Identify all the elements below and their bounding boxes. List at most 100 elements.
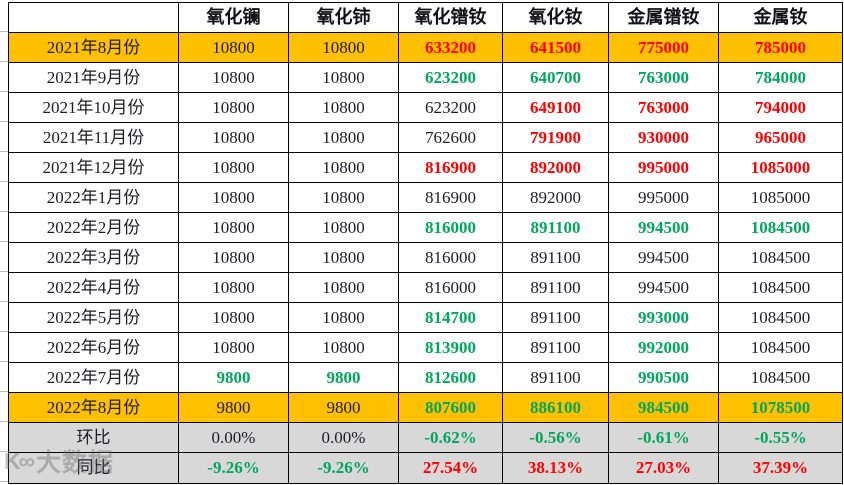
pct-cell: 0.00%	[179, 423, 289, 453]
price-cell: 814700	[399, 303, 503, 333]
price-cell: 10800	[179, 33, 289, 63]
table-row-yoy: 同比 -9.26% -9.26% 27.54% 38.13% 27.03% 37…	[9, 453, 842, 483]
price-table: 氧化镧 氧化铈 氧化镨钕 氧化钕 金属镨钕 金属钕 2021年8月份 10800…	[8, 2, 843, 484]
header-cell-prnd-oxide: 氧化镨钕	[399, 3, 503, 33]
price-cell: 10800	[289, 33, 399, 63]
header-cell-cerium-oxide: 氧化铈	[289, 3, 399, 33]
pct-cell: 0.00%	[289, 423, 399, 453]
price-cell: 640700	[503, 63, 609, 93]
table-row: 2021年12月份 10800 10800 816900 892000 9950…	[9, 153, 842, 183]
price-cell: 965000	[719, 123, 842, 153]
price-cell: 813900	[399, 333, 503, 363]
price-cell: 10800	[289, 273, 399, 303]
row-label: 2021年12月份	[9, 153, 179, 183]
price-cell: 775000	[609, 33, 719, 63]
price-cell: 994500	[609, 273, 719, 303]
price-cell: 9800	[179, 363, 289, 393]
price-cell: 10800	[179, 333, 289, 363]
price-cell: 1085000	[719, 183, 842, 213]
price-cell: 794000	[719, 93, 842, 123]
price-cell: 9800	[289, 363, 399, 393]
gridline-gutter	[0, 2, 8, 482]
row-label: 2022年8月份	[9, 393, 179, 423]
price-cell: 816000	[399, 243, 503, 273]
row-label: 2022年3月份	[9, 243, 179, 273]
price-cell: 10800	[289, 93, 399, 123]
price-cell: 891100	[503, 273, 609, 303]
price-cell: 816900	[399, 153, 503, 183]
price-cell: 984500	[609, 393, 719, 423]
row-label: 2021年8月份	[9, 33, 179, 63]
price-cell: 10800	[179, 303, 289, 333]
price-cell: 990500	[609, 363, 719, 393]
price-cell: 641500	[503, 33, 609, 63]
pct-cell: 27.03%	[609, 453, 719, 483]
price-cell: 10800	[289, 183, 399, 213]
price-cell: 9800	[179, 393, 289, 423]
table-row: 2022年6月份 10800 10800 813900 891100 99200…	[9, 333, 842, 363]
table-row: 2022年8月份 9800 9800 807600 886100 984500 …	[9, 393, 842, 423]
price-cell: 992000	[609, 333, 719, 363]
row-label: 2021年10月份	[9, 93, 179, 123]
price-cell: 891100	[503, 333, 609, 363]
pct-cell: -0.61%	[609, 423, 719, 453]
price-cell: 816000	[399, 213, 503, 243]
row-label: 2021年9月份	[9, 63, 179, 93]
pct-cell: -0.62%	[399, 423, 503, 453]
price-cell: 994500	[609, 213, 719, 243]
price-cell: 891100	[503, 363, 609, 393]
price-cell: 763000	[609, 93, 719, 123]
pct-cell: -0.56%	[503, 423, 609, 453]
header-cell-blank	[9, 3, 179, 33]
table-row: 2021年11月份 10800 10800 762600 791900 9300…	[9, 123, 842, 153]
price-cell: 1084500	[719, 333, 842, 363]
price-cell: 10800	[289, 123, 399, 153]
price-cell: 623200	[399, 63, 503, 93]
price-cell: 10800	[289, 63, 399, 93]
price-cell: 791900	[503, 123, 609, 153]
price-cell: 891100	[503, 243, 609, 273]
price-cell: 10800	[179, 123, 289, 153]
price-cell: 1084500	[719, 213, 842, 243]
price-cell: 891100	[503, 303, 609, 333]
price-cell: 993000	[609, 303, 719, 333]
price-cell: 10800	[289, 333, 399, 363]
table-row: 2021年8月份 10800 10800 633200 641500 77500…	[9, 33, 842, 63]
row-label: 2022年4月份	[9, 273, 179, 303]
price-cell: 1084500	[719, 273, 842, 303]
price-cell: 9800	[289, 393, 399, 423]
row-label: 2022年6月份	[9, 333, 179, 363]
price-cell: 995000	[609, 183, 719, 213]
price-cell: 10800	[289, 243, 399, 273]
price-cell: 892000	[503, 183, 609, 213]
row-label: 2022年1月份	[9, 183, 179, 213]
price-cell: 1084500	[719, 303, 842, 333]
table-row: 2022年5月份 10800 10800 814700 891100 99300…	[9, 303, 842, 333]
header-cell-nd-oxide: 氧化钕	[503, 3, 609, 33]
row-label: 2022年2月份	[9, 213, 179, 243]
price-cell: 807600	[399, 393, 503, 423]
header-row: 氧化镧 氧化铈 氧化镨钕 氧化钕 金属镨钕 金属钕	[9, 3, 842, 33]
price-cell: 763000	[609, 63, 719, 93]
price-cell: 623200	[399, 93, 503, 123]
pct-cell: -9.26%	[179, 453, 289, 483]
table-row: 2022年4月份 10800 10800 816000 891100 99450…	[9, 273, 842, 303]
price-cell: 785000	[719, 33, 842, 63]
row-label: 2021年11月份	[9, 123, 179, 153]
row-label: 2022年7月份	[9, 363, 179, 393]
price-cell: 1084500	[719, 243, 842, 273]
price-cell: 10800	[179, 273, 289, 303]
table-row-mom: 环比 0.00% 0.00% -0.62% -0.56% -0.61% -0.5…	[9, 423, 842, 453]
price-cell: 892000	[503, 153, 609, 183]
price-cell: 10800	[179, 63, 289, 93]
price-cell: 10800	[289, 213, 399, 243]
table-row: 2021年10月份 10800 10800 623200 649100 7630…	[9, 93, 842, 123]
pct-cell: -9.26%	[289, 453, 399, 483]
price-cell: 891100	[503, 213, 609, 243]
price-cell: 10800	[179, 213, 289, 243]
price-cell: 994500	[609, 243, 719, 273]
row-label-mom: 环比	[9, 423, 179, 453]
table-row: 2022年7月份 9800 9800 812600 891100 990500 …	[9, 363, 842, 393]
price-cell: 930000	[609, 123, 719, 153]
